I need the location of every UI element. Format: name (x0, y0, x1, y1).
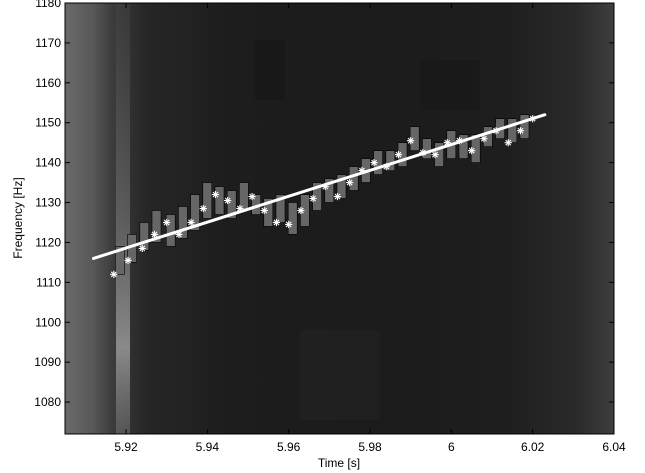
frequency-point (248, 192, 256, 201)
frequency-point (382, 163, 390, 171)
frequency-point (394, 151, 403, 159)
spectrogram-background (65, 3, 614, 434)
frequency-box (519, 114, 530, 139)
frequency-box (324, 178, 335, 203)
frequency-point (138, 244, 146, 253)
x-tick-label: 6 (448, 440, 455, 454)
frequency-box (190, 194, 200, 231)
frequency-point (199, 204, 207, 213)
frequency-box (239, 182, 249, 211)
frequency-point (285, 220, 293, 229)
y-tick-label: 1080 (34, 395, 61, 409)
frequency-point (260, 206, 268, 215)
y-tick-label: 1180 (35, 0, 61, 10)
frequency-points (110, 115, 537, 278)
frequency-point (346, 178, 354, 187)
frequency-point (124, 256, 132, 264)
frequency-boxes (115, 114, 530, 275)
frequency-box (507, 118, 518, 143)
frequency-point (309, 194, 317, 203)
frequency-point (443, 139, 451, 147)
y-tick-label: 1150 (35, 116, 61, 130)
frequency-point (110, 270, 118, 278)
fit-line-group (91, 113, 547, 260)
frequency-box (409, 126, 420, 151)
frequency-point (407, 137, 415, 145)
frequency-box (115, 246, 125, 275)
y-tick-label: 1130 (35, 196, 61, 210)
x-axis: 5.92 5.94 5.96 5.98 6 6.02 6.04 (114, 3, 626, 454)
frequency-box (385, 150, 396, 171)
frequency-box (202, 182, 213, 219)
frequency-box (422, 138, 432, 159)
frequency-point (480, 135, 488, 143)
frequency-point (504, 139, 512, 147)
x-tick-label: 6.02 (521, 440, 545, 454)
frequency-box (287, 202, 298, 235)
y-tick-label: 1100 (35, 315, 61, 329)
x-axis-label: Time [s] (318, 456, 360, 470)
frequency-box (336, 174, 347, 199)
fit-line (91, 113, 547, 260)
frequency-point (187, 218, 195, 227)
frequency-point (431, 151, 439, 159)
frequency-point (150, 230, 159, 239)
x-tick-label: 5.92 (114, 440, 138, 454)
y-axis: 1080 1090 1100 1110 1120 1130 1140 1150 1160 1170… (34, 0, 614, 409)
frequency-box (165, 214, 176, 247)
frequency-point (492, 127, 500, 135)
frequency-point (468, 147, 476, 155)
frequency-point (224, 196, 232, 205)
y-tick-label: 1110 (36, 275, 61, 289)
y-tick-label: 1170 (35, 36, 61, 50)
frequency-point (211, 190, 220, 199)
frequency-box (226, 190, 237, 219)
frequency-point (321, 182, 329, 191)
x-tick-label: 5.96 (277, 440, 301, 454)
frequency-point (529, 115, 537, 123)
frequency-point (163, 218, 171, 227)
frequency-point (516, 127, 525, 135)
frequency-box (214, 186, 225, 215)
plot-frame (64, 2, 615, 435)
x-tick-label: 6.04 (602, 440, 626, 454)
frequency-box (178, 206, 188, 239)
x-tick-label: 5.98 (358, 440, 382, 454)
y-tick-label: 1090 (34, 355, 61, 369)
frequency-point (455, 137, 464, 145)
frequency-point (333, 192, 342, 201)
frequency-box (458, 134, 469, 159)
y-tick-label: 1140 (35, 156, 61, 170)
y-tick-label: 1160 (35, 76, 61, 90)
frequency-point (297, 206, 305, 215)
frequency-point (358, 167, 366, 175)
frequency-point (272, 218, 281, 227)
frequency-point (175, 230, 183, 239)
frequency-point (419, 149, 427, 157)
frequency-point (236, 204, 244, 213)
frequency-box (483, 126, 493, 147)
frequency-box (348, 166, 359, 191)
frequency-box (275, 194, 286, 223)
x-tick-label: 5.94 (196, 440, 220, 454)
frequency-box (151, 210, 162, 243)
frequency-point (370, 159, 378, 167)
y-axis-label: Frequency [Hz] (11, 177, 25, 258)
y-tick-label: 1120 (35, 235, 61, 249)
